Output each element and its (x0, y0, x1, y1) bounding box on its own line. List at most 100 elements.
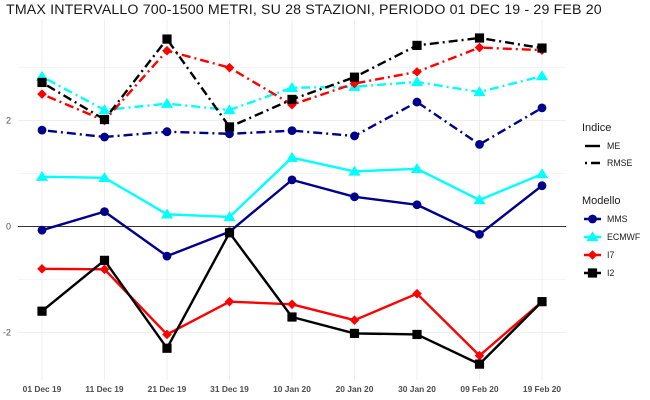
legend-key-marker-i7 (587, 250, 598, 260)
data-point-mms-me (350, 192, 359, 202)
series-line-mms-rmse (41, 100, 543, 146)
data-point-mms-me (287, 175, 297, 185)
data-point-mms-rmse (350, 131, 359, 141)
data-point-ecmwf-rmse (473, 86, 486, 97)
series-ecmwf-me (35, 151, 549, 222)
data-point-i2-rmse (474, 33, 485, 43)
data-point-i7-me (287, 299, 297, 310)
y-tick-label: 2 (6, 116, 11, 126)
data-point-i7-me (349, 315, 360, 325)
data-point-mms-rmse (537, 103, 547, 113)
data-point-i2-me (162, 343, 172, 353)
x-tick-label: 01 Dec 19 (23, 384, 62, 394)
x-tick-label: 10 Jan 20 (273, 384, 311, 394)
y-tick-label: 0 (6, 221, 11, 231)
data-point-mms-rmse (162, 127, 172, 137)
data-point-i2-rmse (162, 34, 172, 44)
legend-label-rmse: RMSE (607, 158, 633, 168)
data-point-i2-rmse (37, 77, 47, 88)
data-point-i2-rmse (224, 122, 235, 132)
series-i2-me (37, 228, 547, 369)
data-point-ecmwf-rmse (285, 81, 299, 92)
legend-key-marker-i2 (587, 268, 598, 278)
x-tick-label: 21 Dec 19 (148, 384, 187, 394)
x-tick-label: 30 Jan 20 (398, 384, 436, 394)
legend-layer: Indice ME RMSE Modello MMS ECMWF I7 I2 (582, 122, 641, 278)
data-point-i2-rmse (412, 40, 422, 51)
data-point-i7-me (99, 264, 110, 275)
data-point-mms-rmse (287, 126, 297, 136)
x-tick-label: 11 Dec 19 (85, 384, 124, 394)
data-point-i2-me (224, 228, 235, 238)
data-point-i2-rmse (349, 72, 360, 82)
data-point-i2-me (99, 255, 110, 265)
data-point-i2-me (37, 306, 47, 316)
data-point-i2-me (412, 329, 422, 340)
data-point-ecmwf-me (223, 211, 236, 222)
data-point-ecmwf-me (535, 168, 549, 179)
chart-title: TMAX INTERVALLO 700-1500 METRI, SU 28 ST… (6, 2, 602, 18)
data-point-i7-rmse (162, 45, 172, 56)
data-point-i2-me (474, 359, 485, 369)
series-line-ecmwf-rmse (41, 74, 543, 112)
data-point-i7-rmse (224, 62, 235, 73)
x-tick-label: 09 Feb 20 (460, 384, 499, 394)
legend-title-indice: Indice (582, 122, 611, 134)
data-point-i2-me (287, 312, 297, 322)
series-mms-rmse (37, 97, 547, 149)
data-point-mms-me (37, 225, 47, 235)
data-point-mms-me (100, 207, 109, 217)
data-point-mms-me (537, 181, 547, 191)
data-point-i7-me (224, 296, 235, 307)
data-point-i2-rmse (287, 94, 297, 105)
x-tick-label: 31 Dec 19 (210, 384, 249, 394)
data-point-i7-rmse (474, 42, 485, 53)
data-point-ecmwf-rmse (410, 76, 424, 87)
grid-layer (18, 20, 566, 380)
axis-layer: -2 0 2 01 Dec 19 11 Dec 19 21 Dec 19 31 Dec 19… (3, 116, 561, 394)
data-point-ecmwf-me (473, 194, 486, 205)
x-tick-label: 20 Jan 20 (336, 384, 374, 394)
legend-label-ecmwf: ECMWF (607, 232, 641, 242)
data-point-i7-rmse (412, 67, 422, 77)
data-point-ecmwf-me (160, 208, 174, 219)
legend-label-i2: I2 (607, 268, 614, 278)
data-point-mms-rmse (475, 140, 484, 149)
data-point-ecmwf-me (35, 170, 49, 181)
data-point-ecmwf-rmse (535, 70, 549, 81)
data-point-ecmwf-me (285, 151, 299, 162)
data-point-ecmwf-rmse (160, 97, 174, 108)
data-point-i2-me (349, 328, 360, 339)
y-tick-label: -2 (3, 327, 11, 337)
data-point-mms-rmse (412, 97, 422, 107)
data-point-mms-rmse (37, 125, 47, 135)
data-point-ecmwf-rmse (98, 104, 111, 115)
data-point-i2-rmse (537, 43, 547, 53)
legend-title-modello: Modello (582, 195, 621, 207)
legend-key-marker-ecmwf (586, 231, 599, 242)
data-point-mms-rmse (225, 129, 234, 139)
data-point-i2-rmse (99, 114, 110, 125)
series-layer (35, 33, 549, 369)
data-point-i7-rmse (37, 89, 47, 99)
data-point-mms-me (162, 251, 172, 261)
data-point-ecmwf-me (410, 162, 424, 173)
series-i2-rmse (37, 33, 547, 132)
legend-label-mms: MMS (607, 214, 628, 224)
legend-key-marker-mms (588, 214, 597, 224)
x-tick-label: 19 Feb 20 (523, 384, 562, 394)
legend-label-i7: I7 (607, 250, 614, 260)
data-point-ecmwf-me (98, 171, 111, 182)
data-point-i7-me (162, 329, 172, 340)
data-point-i2-me (537, 297, 547, 307)
data-point-ecmwf-me (348, 165, 361, 176)
data-point-i7-me (412, 288, 422, 299)
data-point-mms-me (412, 200, 422, 210)
data-point-mms-rmse (100, 132, 109, 142)
legend-label-me: ME (607, 141, 620, 151)
data-point-mms-me (475, 230, 484, 239)
data-point-i7-me (37, 264, 47, 274)
data-point-ecmwf-rmse (223, 104, 236, 115)
data-point-i7-me (474, 350, 485, 361)
